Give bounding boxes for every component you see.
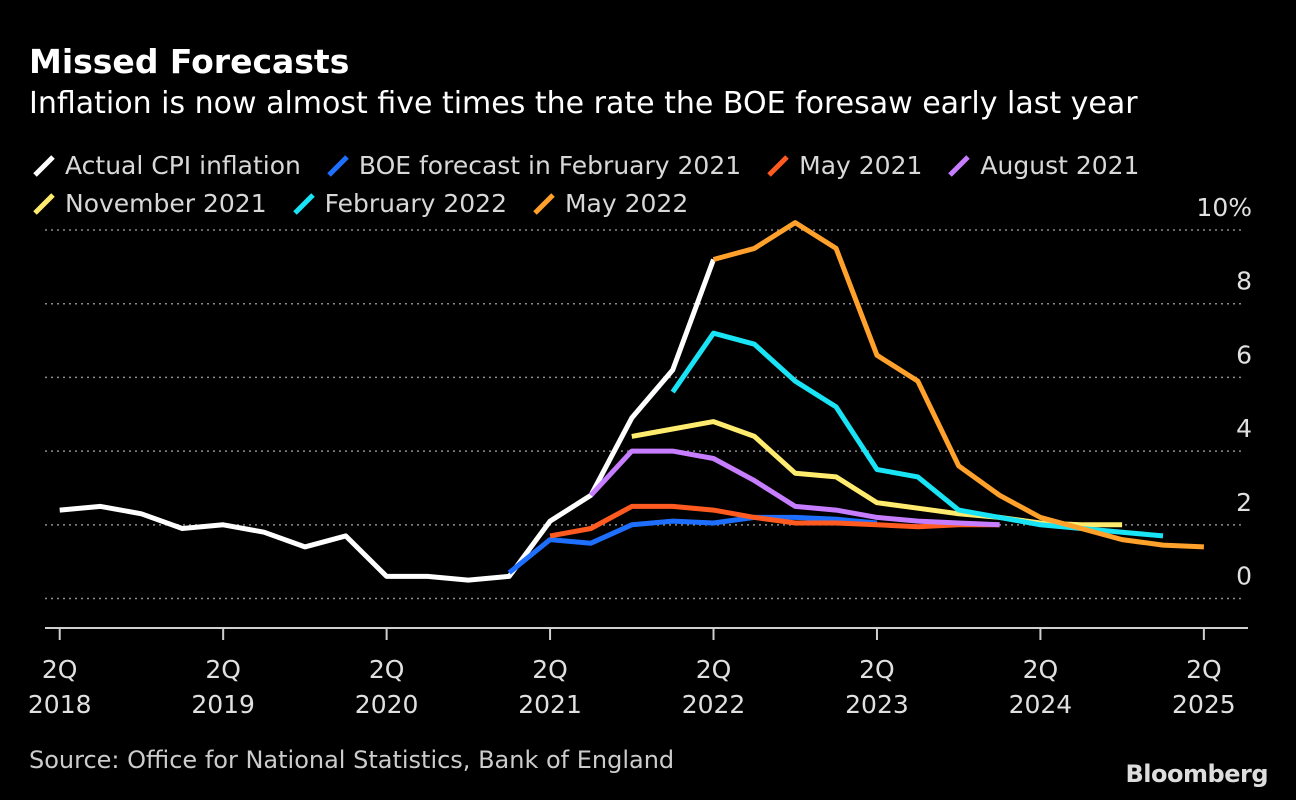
x-tick-label-quarter: 2Q: [1186, 655, 1222, 684]
x-tick-label-year: 2019: [191, 690, 255, 719]
series-line-0: [59, 258, 716, 583]
x-tick-label-quarter: 2Q: [369, 655, 405, 684]
y-tick-label: 8: [1236, 267, 1252, 296]
x-tick-label-year: 2022: [682, 690, 746, 719]
x-tick-label-quarter: 2Q: [42, 655, 78, 684]
y-axis-ticks: 0 2 4 6 8 10%: [1196, 193, 1252, 591]
legend-item: November 2021: [29, 188, 267, 218]
chart-subtitle: Inflation is now almost five times the r…: [29, 86, 1138, 121]
legend-label: May 2021: [799, 150, 923, 180]
legend-item: Actual CPI inflation: [29, 150, 301, 180]
series-line-6: [712, 220, 1205, 550]
legend-label: February 2022: [324, 188, 507, 218]
series-line-1: [507, 514, 878, 575]
legend-item: August 2021: [944, 150, 1139, 180]
series-line-3: [589, 448, 1000, 528]
x-tick-label-year: 2023: [845, 690, 909, 719]
legend-swatch-icon: [33, 155, 55, 177]
legend-item: BOE forecast in February 2021: [323, 150, 741, 180]
chart-legend: Actual CPI inflation BOE forecast in Febr…: [29, 150, 1259, 218]
y-tick-label: 0: [1236, 562, 1252, 591]
legend-label: May 2022: [564, 188, 689, 218]
legend-label: November 2021: [65, 188, 267, 218]
x-tick-label-year: 2024: [1009, 690, 1073, 719]
legend-label: August 2021: [980, 150, 1140, 180]
x-tick-label-quarter: 2Q: [859, 655, 895, 684]
x-tick-label-year: 2020: [355, 690, 419, 719]
legend-swatch-icon: [292, 193, 315, 215]
x-tick-label-year: 2021: [518, 690, 582, 719]
legend-swatch-icon: [767, 155, 789, 177]
y-tick-label: 2: [1236, 488, 1252, 517]
legend-swatch-icon: [33, 193, 55, 215]
y-tick-label: 10%: [1196, 193, 1252, 222]
legend-item: February 2022: [289, 188, 507, 218]
x-tick-label-year: 2025: [1172, 690, 1236, 719]
legend-swatch-icon: [533, 193, 555, 215]
chart-title: Missed Forecasts: [29, 42, 350, 81]
y-tick-label: 4: [1236, 414, 1252, 443]
x-tick-label-quarter: 2Q: [696, 655, 732, 684]
series-line-2: [549, 503, 1000, 539]
x-tick-label-year: 2018: [28, 690, 92, 719]
legend-label: BOE forecast in February 2021: [358, 150, 742, 180]
legend-item: May 2021: [763, 150, 922, 180]
x-tick-label-quarter: 2Q: [205, 655, 241, 684]
legend-swatch-icon: [327, 155, 349, 177]
chart-gridlines: [45, 229, 1244, 600]
legend-label: Actual CPI inflation: [65, 150, 301, 180]
chart-series: [59, 220, 1205, 583]
x-tick-label-quarter: 2Q: [1023, 655, 1059, 684]
x-tick-label-quarter: 2Q: [532, 655, 568, 684]
y-tick-label: 6: [1236, 340, 1252, 369]
legend-item: May 2022: [529, 188, 688, 218]
x-axis: 2Q 2018 2Q 2019 2Q 2020 2Q 2021 2Q 2022 2Q 2023 2Q 20…: [28, 627, 1248, 719]
source-note: Source: Office for National Statistics, …: [29, 746, 675, 774]
bloomberg-logo: Bloomberg: [1125, 760, 1269, 788]
legend-swatch-icon: [948, 155, 971, 177]
